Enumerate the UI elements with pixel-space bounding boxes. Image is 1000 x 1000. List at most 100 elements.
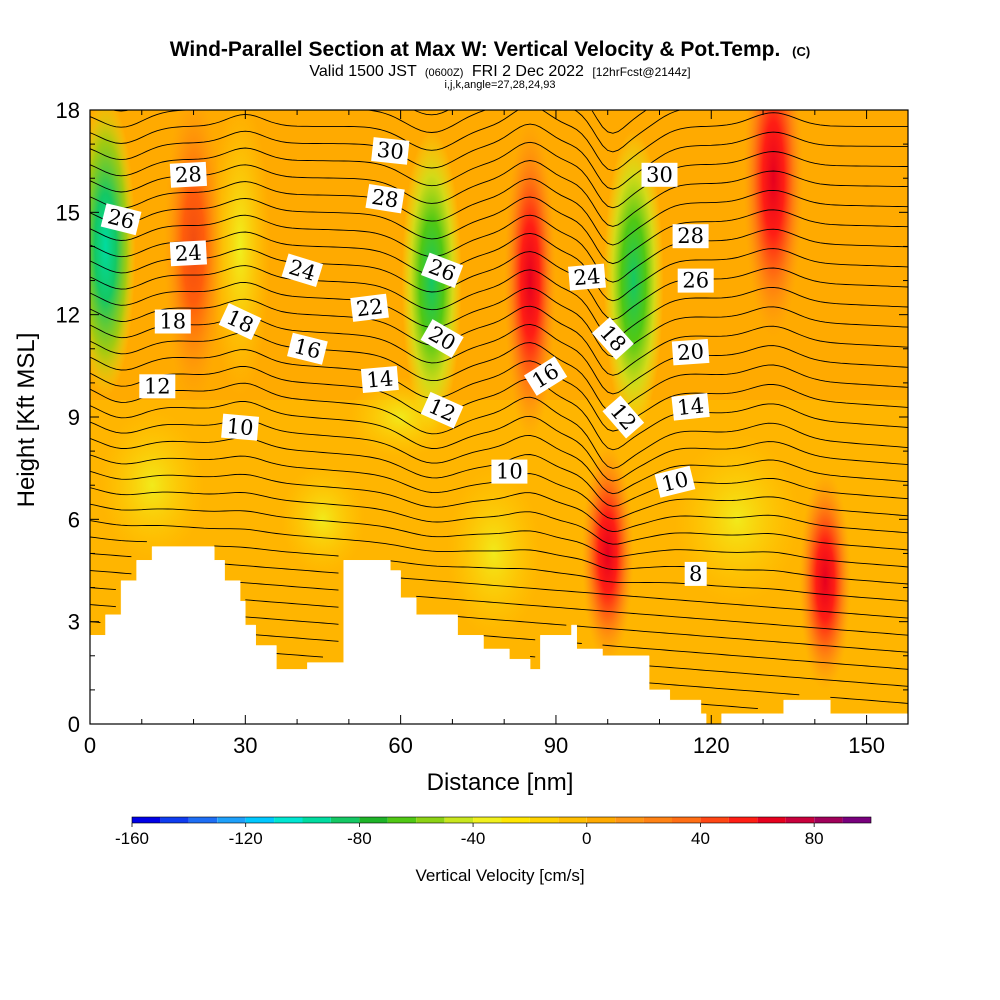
updraft-column bbox=[799, 470, 852, 691]
subtitle-forecast: [12hrFcst@2144z] bbox=[592, 65, 690, 79]
contour-label-box bbox=[287, 332, 328, 365]
weak-updraft-region bbox=[447, 468, 541, 639]
contour-label-box bbox=[169, 161, 208, 188]
contour-label-box bbox=[365, 184, 405, 214]
theta-contour-line bbox=[90, 231, 908, 302]
contour-label-text: 8 bbox=[689, 562, 702, 586]
colorbar-tick-label: 40 bbox=[691, 829, 710, 848]
theta-contour-line bbox=[90, 110, 683, 153]
contour-label-box bbox=[218, 303, 262, 340]
contour-label-text: 10 bbox=[226, 414, 255, 440]
svg-text:Wind-Parallel Section at Max W: Wind-Parallel Section at Max W: Vertical… bbox=[170, 38, 810, 61]
colorbar-swatch bbox=[359, 817, 388, 823]
y-tick-label: 0 bbox=[68, 712, 80, 737]
colorbar-label: Vertical Velocity [cm/s] bbox=[415, 866, 584, 885]
x-tick-label: 30 bbox=[233, 733, 257, 758]
weak-updraft-region bbox=[281, 464, 365, 574]
colorbar-swatch bbox=[387, 817, 417, 823]
theta-contour-line bbox=[90, 196, 908, 265]
theta-contour-line bbox=[90, 520, 908, 585]
contour-label-text: 20 bbox=[676, 339, 704, 365]
theta-contour-line bbox=[90, 604, 908, 670]
contour-label-box bbox=[654, 465, 696, 498]
colorbar: -160 -120 -80 -40 0 40 80 bbox=[115, 816, 872, 848]
contour-label-box bbox=[671, 338, 710, 366]
contour-label: 14 bbox=[360, 365, 399, 394]
contour-label-box bbox=[100, 203, 142, 236]
contour-label-box bbox=[360, 365, 399, 394]
contour-label-box bbox=[672, 224, 709, 249]
x-tick-label: 150 bbox=[848, 733, 885, 758]
contour-label: 28 bbox=[672, 224, 709, 249]
colorbar-swatch bbox=[331, 817, 360, 823]
subtitle-valid: Valid 1500 JST bbox=[309, 63, 417, 80]
y-axis-label: Height [Kft MSL] bbox=[13, 333, 40, 508]
x-tick-label: 120 bbox=[693, 733, 730, 758]
theta-contour-line bbox=[90, 141, 908, 209]
contour-label-box bbox=[568, 263, 606, 291]
y-tick-label: 12 bbox=[56, 303, 80, 328]
contour-label-box bbox=[671, 392, 710, 421]
copyright-mark: (C) bbox=[792, 44, 810, 59]
colorbar-swatch bbox=[416, 817, 445, 823]
contour-label: 30 bbox=[641, 162, 678, 187]
colorbar-swatch bbox=[814, 817, 843, 823]
y-tick-label: 15 bbox=[56, 200, 80, 225]
theta-contour-line bbox=[90, 552, 908, 619]
theta-contour-line bbox=[90, 382, 908, 469]
theta-contour-line bbox=[700, 703, 758, 710]
theta-contour-line bbox=[90, 365, 908, 451]
theta-contour-line bbox=[90, 298, 908, 376]
theta-contour-line bbox=[90, 214, 908, 283]
contour-label-box bbox=[677, 268, 714, 293]
colorbar-swatch bbox=[245, 817, 275, 823]
colorbar-tick-label: -80 bbox=[347, 829, 372, 848]
contour-label-box bbox=[641, 162, 678, 187]
theta-contour-line bbox=[90, 401, 908, 482]
x-axis-label: Distance [nm] bbox=[427, 769, 574, 796]
colorbar-tick-label: 0 bbox=[582, 829, 591, 848]
contour-label-box bbox=[420, 319, 464, 358]
contour-label-box bbox=[491, 459, 528, 484]
weak-updraft-region bbox=[674, 434, 800, 605]
theta-contour-line bbox=[90, 536, 908, 602]
y-tick-label: 9 bbox=[68, 405, 80, 430]
chart-title-group: Wind-Parallel Section at Max W: Vertical… bbox=[170, 38, 810, 91]
colorbar-swatch bbox=[188, 817, 218, 823]
contour-label-box bbox=[371, 137, 410, 165]
contour-label-box bbox=[684, 561, 707, 586]
theta-contour-line bbox=[90, 178, 908, 246]
theta-contour-line bbox=[90, 332, 908, 413]
y-tick-label: 3 bbox=[68, 610, 80, 635]
colorbar-swatch bbox=[700, 817, 729, 823]
contour-label: 30 bbox=[371, 137, 410, 165]
theta-contour-line bbox=[90, 349, 908, 432]
contour-label: 12 bbox=[139, 374, 176, 399]
contour-label: 26 bbox=[100, 203, 142, 236]
contour-label: 8 bbox=[684, 561, 707, 586]
x-axis: 0 30 60 90 120 150 bbox=[84, 110, 885, 758]
contour-label-box bbox=[420, 391, 464, 429]
contour-label-box bbox=[139, 374, 176, 399]
theta-contour-line bbox=[90, 281, 908, 358]
contour-label-text: 12 bbox=[144, 374, 171, 398]
theta-contour-line bbox=[90, 503, 908, 568]
chart-title: Wind-Parallel Section at Max W: Vertical… bbox=[170, 38, 781, 61]
theta-contours bbox=[90, 110, 908, 710]
downdraft-column bbox=[401, 130, 462, 431]
colorbar-swatch bbox=[473, 817, 502, 823]
theta-contour-line bbox=[90, 265, 908, 339]
x-tick-label: 0 bbox=[84, 733, 96, 758]
contour-label-text: 28 bbox=[174, 162, 202, 187]
colorbar-swatch bbox=[672, 817, 701, 823]
colorbar-swatch bbox=[529, 817, 559, 823]
contour-label-text: 30 bbox=[376, 138, 405, 165]
colorbar-frame bbox=[131, 816, 872, 824]
theta-contour-line bbox=[90, 470, 908, 534]
contour-label-box bbox=[420, 252, 464, 288]
contour-label: 14 bbox=[671, 392, 710, 421]
colorbar-swatch bbox=[558, 817, 587, 823]
